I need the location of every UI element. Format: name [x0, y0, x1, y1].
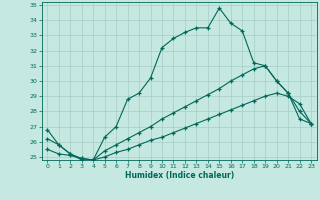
X-axis label: Humidex (Indice chaleur): Humidex (Indice chaleur) [124, 171, 234, 180]
